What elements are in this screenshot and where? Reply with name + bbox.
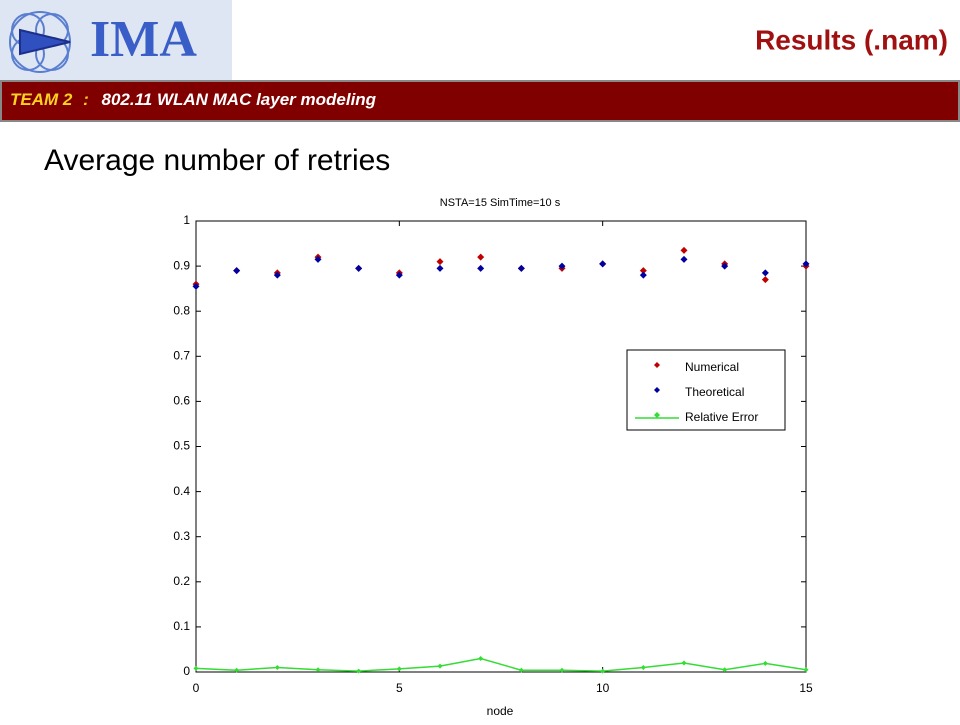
data-point (395, 271, 403, 279)
legend-marker (654, 412, 660, 418)
banner-text: TEAM 2 : 802.11 WLAN MAC layer modeling (10, 90, 377, 109)
x-tick-label: 5 (396, 681, 403, 695)
banner (0, 80, 960, 122)
data-point (192, 282, 200, 290)
data-point (639, 271, 647, 279)
y-tick-label: 1 (183, 213, 190, 227)
logo-emblem (9, 11, 71, 73)
legend-label: Theoretical (685, 385, 744, 399)
y-tick-label: 0.3 (173, 529, 190, 543)
y-tick-label: 0.9 (173, 258, 190, 272)
legend-marker (654, 387, 660, 393)
data-point (761, 276, 769, 284)
data-point (518, 667, 524, 673)
data-point (680, 255, 688, 263)
y-tick-label: 0.4 (173, 484, 190, 498)
data-point (640, 664, 646, 670)
team-label: TEAM 2 (10, 90, 73, 109)
data-point (802, 260, 810, 268)
x-axis-label: node (487, 704, 514, 718)
y-tick-label: 0.7 (173, 348, 190, 362)
legend-marker (654, 362, 660, 368)
data-point (274, 664, 280, 670)
separator: : (83, 90, 89, 109)
logo-text: IMA (90, 11, 197, 68)
x-tick-label: 10 (596, 681, 610, 695)
data-point (517, 264, 525, 272)
x-tick-label: 15 (799, 681, 813, 695)
data-point (233, 267, 241, 275)
data-point (761, 269, 769, 277)
data-point (599, 260, 607, 268)
data-point (600, 668, 606, 674)
series-line (195, 657, 807, 672)
data-point (681, 660, 687, 666)
plot-frame (195, 220, 807, 673)
data-point (315, 667, 321, 673)
data-point (721, 262, 729, 270)
data-point (477, 253, 485, 261)
legend-label: Numerical (685, 360, 739, 374)
slide-title: Results (.nam) (755, 24, 948, 55)
data-point (722, 667, 728, 673)
y-tick-label: 0 (183, 664, 190, 678)
chart-title: NSTA=15 SimTime=10 s (440, 197, 561, 209)
data-point (680, 246, 688, 254)
y-tick-label: 0.6 (173, 394, 190, 408)
data-point (639, 267, 647, 275)
data-point (355, 264, 363, 272)
data-point (559, 667, 565, 673)
data-point (396, 666, 402, 672)
data-point (437, 663, 443, 669)
data-point (478, 655, 484, 661)
data-point (273, 271, 281, 279)
x-tick-label: 0 (193, 681, 200, 695)
data-point (477, 264, 485, 272)
data-point (762, 660, 768, 666)
data-point (436, 258, 444, 266)
data-point (314, 255, 322, 263)
slide-heading: Average number of retries (44, 144, 390, 177)
data-point (436, 264, 444, 272)
data-point (803, 667, 809, 673)
y-tick-label: 0.1 (173, 619, 190, 633)
data-point (234, 667, 240, 673)
legend-box (626, 349, 786, 431)
data-point (558, 262, 566, 270)
y-tick-label: 0.2 (173, 574, 190, 588)
data-point (356, 668, 362, 674)
data-point (193, 665, 199, 671)
banner-subtitle: 802.11 WLAN MAC layer modeling (101, 90, 376, 109)
legend-label: Relative Error (685, 410, 758, 424)
y-tick-label: 0.5 (173, 439, 190, 453)
y-tick-label: 0.8 (173, 303, 190, 317)
